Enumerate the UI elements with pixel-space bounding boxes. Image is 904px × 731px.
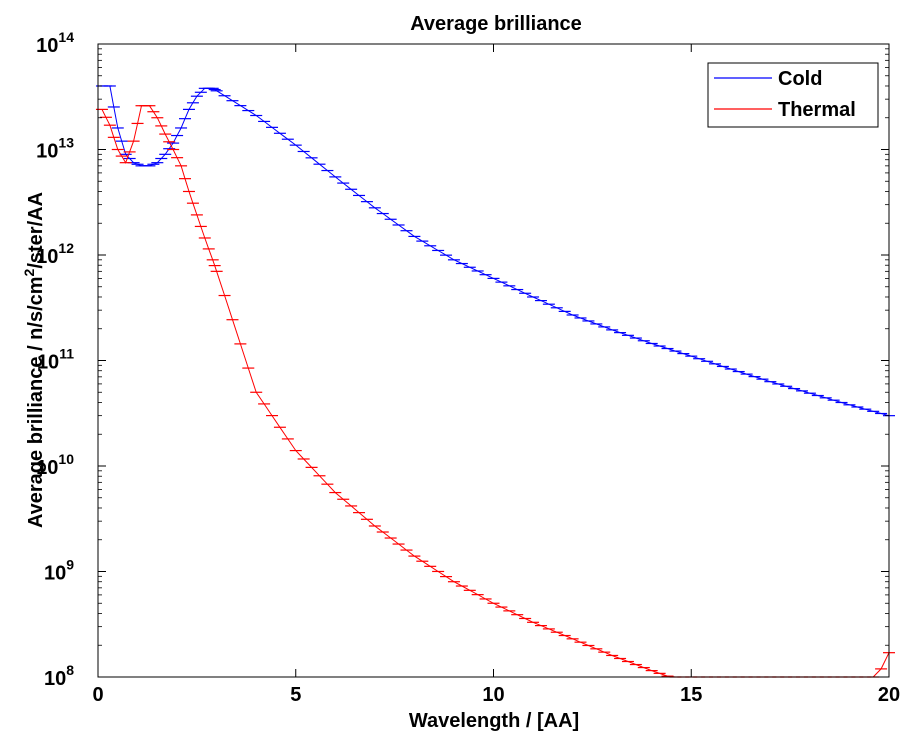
plot-area (98, 44, 889, 677)
y-tick-label: 1011 (37, 346, 74, 374)
legend-label-cold: Cold (778, 68, 822, 90)
x-tick-label: 20 (878, 684, 900, 706)
x-axis-label: Wavelength / [AA] (409, 710, 579, 731)
y-tick-label: 1012 (36, 240, 74, 268)
x-tick-label: 15 (680, 684, 702, 706)
y-axis: 108 109 1010 1011 1012 1013 1014 (36, 29, 889, 690)
x-tick-label: 10 (482, 684, 504, 706)
y-tick-label: 109 (44, 557, 74, 585)
y-axis-label-sup: 2 (21, 268, 37, 276)
legend: Cold Thermal (707, 62, 879, 128)
y-tick-label: 1013 (36, 135, 74, 163)
y-axis-label-main: Average brilliance / n/s/cm (25, 276, 47, 528)
y-axis-label: Average brilliance / n/s/cm2/ster/AA (21, 192, 47, 528)
x-tick-label: 5 (290, 684, 301, 706)
x-tick-label: 0 (92, 684, 103, 706)
x-axis: 0 5 10 15 20 (92, 44, 900, 706)
y-tick-label: 1010 (36, 451, 74, 479)
chart-title: Average brilliance (410, 13, 582, 35)
y-tick-label: 108 (44, 662, 74, 690)
legend-label-thermal: Thermal (778, 99, 856, 121)
y-tick-label: 1014 (36, 29, 74, 57)
legend-box (707, 62, 879, 128)
y-axis-label-rest: /ster/AA (25, 192, 47, 269)
